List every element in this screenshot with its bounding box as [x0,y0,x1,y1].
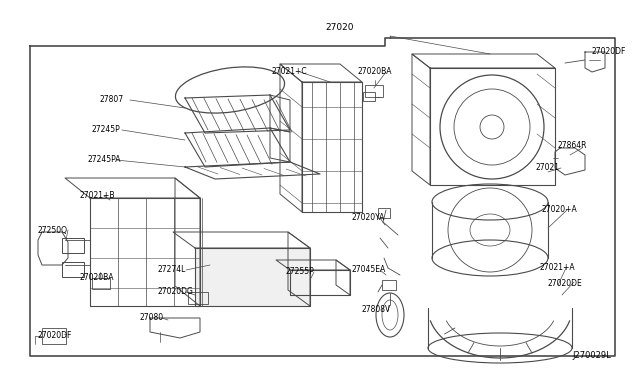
Text: 27250Q: 27250Q [38,225,68,234]
Bar [62,262,84,277]
Bar [62,238,84,253]
Text: 27020DG: 27020DG [158,288,194,296]
Bar [42,328,66,344]
Text: 27080: 27080 [140,314,164,323]
Bar [188,292,208,304]
Bar [92,278,110,289]
Bar [195,248,310,306]
Text: 27020YA: 27020YA [352,214,385,222]
Bar [365,85,383,97]
Text: 27274L: 27274L [158,266,186,275]
Text: 27021+B: 27021+B [80,192,115,201]
Bar [382,280,396,290]
Text: 27020DF: 27020DF [38,331,72,340]
Text: 27807: 27807 [100,96,124,105]
Text: 27864R: 27864R [558,141,588,151]
Bar [378,208,390,218]
Text: 27021: 27021 [535,164,559,173]
Text: 27808V: 27808V [362,305,391,314]
Text: J270029L: J270029L [572,350,611,359]
Text: 27020DE: 27020DE [548,279,583,289]
Text: 27020BA: 27020BA [358,67,392,77]
Bar [363,92,375,101]
Text: 27021+C: 27021+C [272,67,308,77]
Text: 27020: 27020 [326,23,355,32]
Text: 27020BA: 27020BA [80,273,115,282]
Text: 27020+A: 27020+A [541,205,577,215]
Text: 27245P: 27245P [92,125,121,135]
Text: 27021+A: 27021+A [540,263,575,273]
Text: 27245PA: 27245PA [88,155,122,164]
Text: 27255P: 27255P [286,267,315,276]
Text: 27020DF: 27020DF [592,48,627,57]
Text: 27045EA: 27045EA [352,266,387,275]
